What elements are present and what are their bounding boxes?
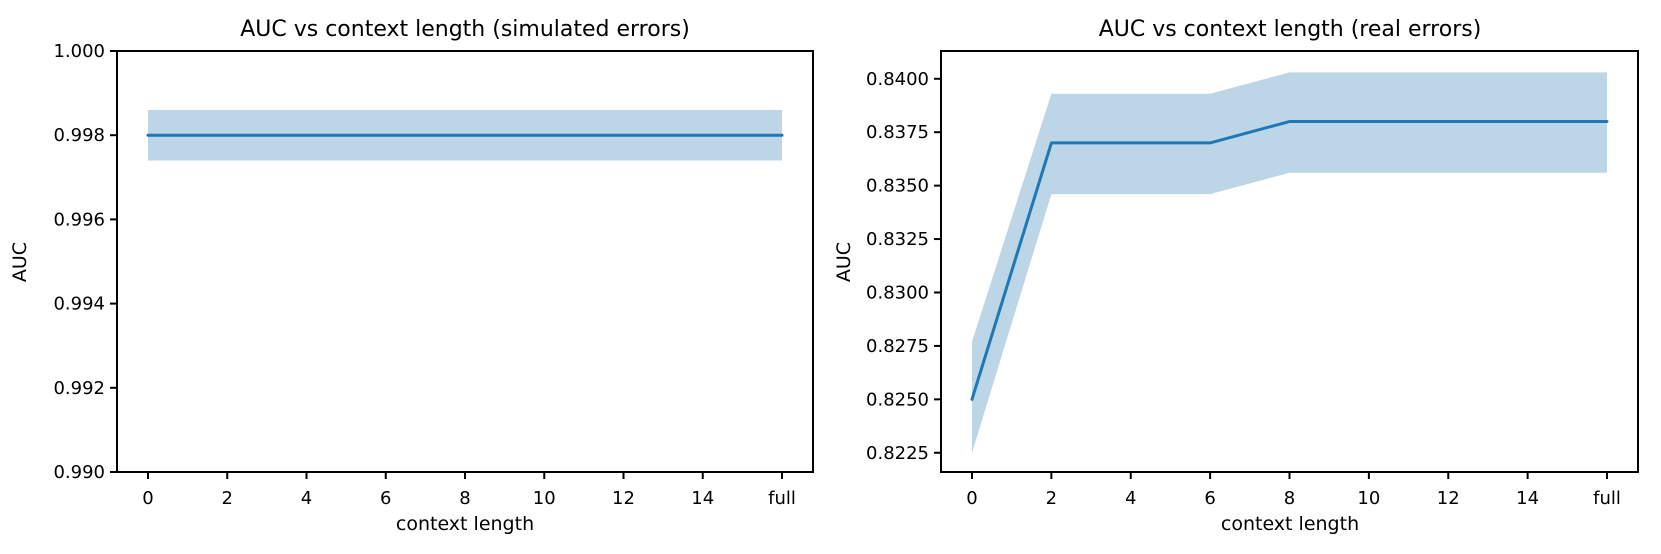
x-tick-label: 4 bbox=[301, 488, 312, 509]
mean-line bbox=[970, 120, 1609, 401]
x-tick-label: 0 bbox=[142, 488, 153, 509]
y-tick-label: 0.998 bbox=[53, 125, 105, 146]
x-tick-label: 14 bbox=[691, 488, 714, 509]
x-tick-label: 2 bbox=[1046, 488, 1057, 509]
confidence-band bbox=[972, 72, 1607, 453]
y-tick-label: 0.990 bbox=[53, 462, 105, 483]
y-tick-label: 1.000 bbox=[53, 41, 105, 62]
x-tick-label: 10 bbox=[1357, 488, 1380, 509]
x-tick-label: 4 bbox=[1125, 488, 1136, 509]
y-tick-label: 0.992 bbox=[53, 378, 105, 399]
chart-title: AUC vs context length (real errors) bbox=[1099, 17, 1482, 42]
plot-area-real: 0.8400 0.8375 0.8350 0.8325 0.8300 0.8275 0.82… bbox=[866, 50, 1639, 509]
y-tick-label: 0.8375 bbox=[866, 122, 929, 143]
x-tick-label: 14 bbox=[1516, 488, 1539, 509]
y-tick-label: 0.8250 bbox=[866, 389, 929, 410]
y-axis-label: AUC bbox=[9, 242, 31, 282]
y-tick-label: 0.8325 bbox=[866, 229, 929, 250]
x-tick-label: 12 bbox=[1437, 488, 1460, 509]
x-tick-label: 8 bbox=[1284, 488, 1295, 509]
y-tick-label: 0.8400 bbox=[866, 69, 929, 90]
x-axis-label: context length bbox=[396, 513, 534, 535]
x-tick-label: 0 bbox=[966, 488, 977, 509]
y-tick-label: 0.996 bbox=[53, 209, 105, 230]
x-tick-label: 8 bbox=[459, 488, 470, 509]
chart-real-errors: 0.8400 0.8375 0.8350 0.8325 0.8300 0.8275 0.82… bbox=[833, 17, 1639, 535]
x-tick-label: 12 bbox=[612, 488, 635, 509]
y-tick-label: 0.8225 bbox=[866, 443, 929, 464]
x-tick-label: 10 bbox=[533, 488, 556, 509]
chart-title: AUC vs context length (simulated errors) bbox=[240, 17, 690, 42]
plot-area-simulated: 1.000 0.998 0.996 0.994 0.992 0.990 0 2 4 6 8 10 12 1… bbox=[53, 41, 814, 509]
y-tick-label: 0.994 bbox=[53, 294, 105, 315]
x-tick-label: 6 bbox=[1204, 488, 1215, 509]
x-axis-label: context length bbox=[1221, 513, 1359, 535]
y-tick-label: 0.8300 bbox=[866, 282, 929, 303]
x-tick-label: full bbox=[768, 488, 796, 509]
x-tick-label: 2 bbox=[222, 488, 233, 509]
y-axis-label: AUC bbox=[833, 242, 855, 282]
y-tick-label: 0.8350 bbox=[866, 176, 929, 197]
x-tick-label: full bbox=[1593, 488, 1621, 509]
x-tick-label: 6 bbox=[380, 488, 391, 509]
y-tick-label: 0.8275 bbox=[866, 336, 929, 357]
chart-simulated-errors: 1.000 0.998 0.996 0.994 0.992 0.990 0 2 4 6 8 10 12 1… bbox=[9, 17, 814, 535]
